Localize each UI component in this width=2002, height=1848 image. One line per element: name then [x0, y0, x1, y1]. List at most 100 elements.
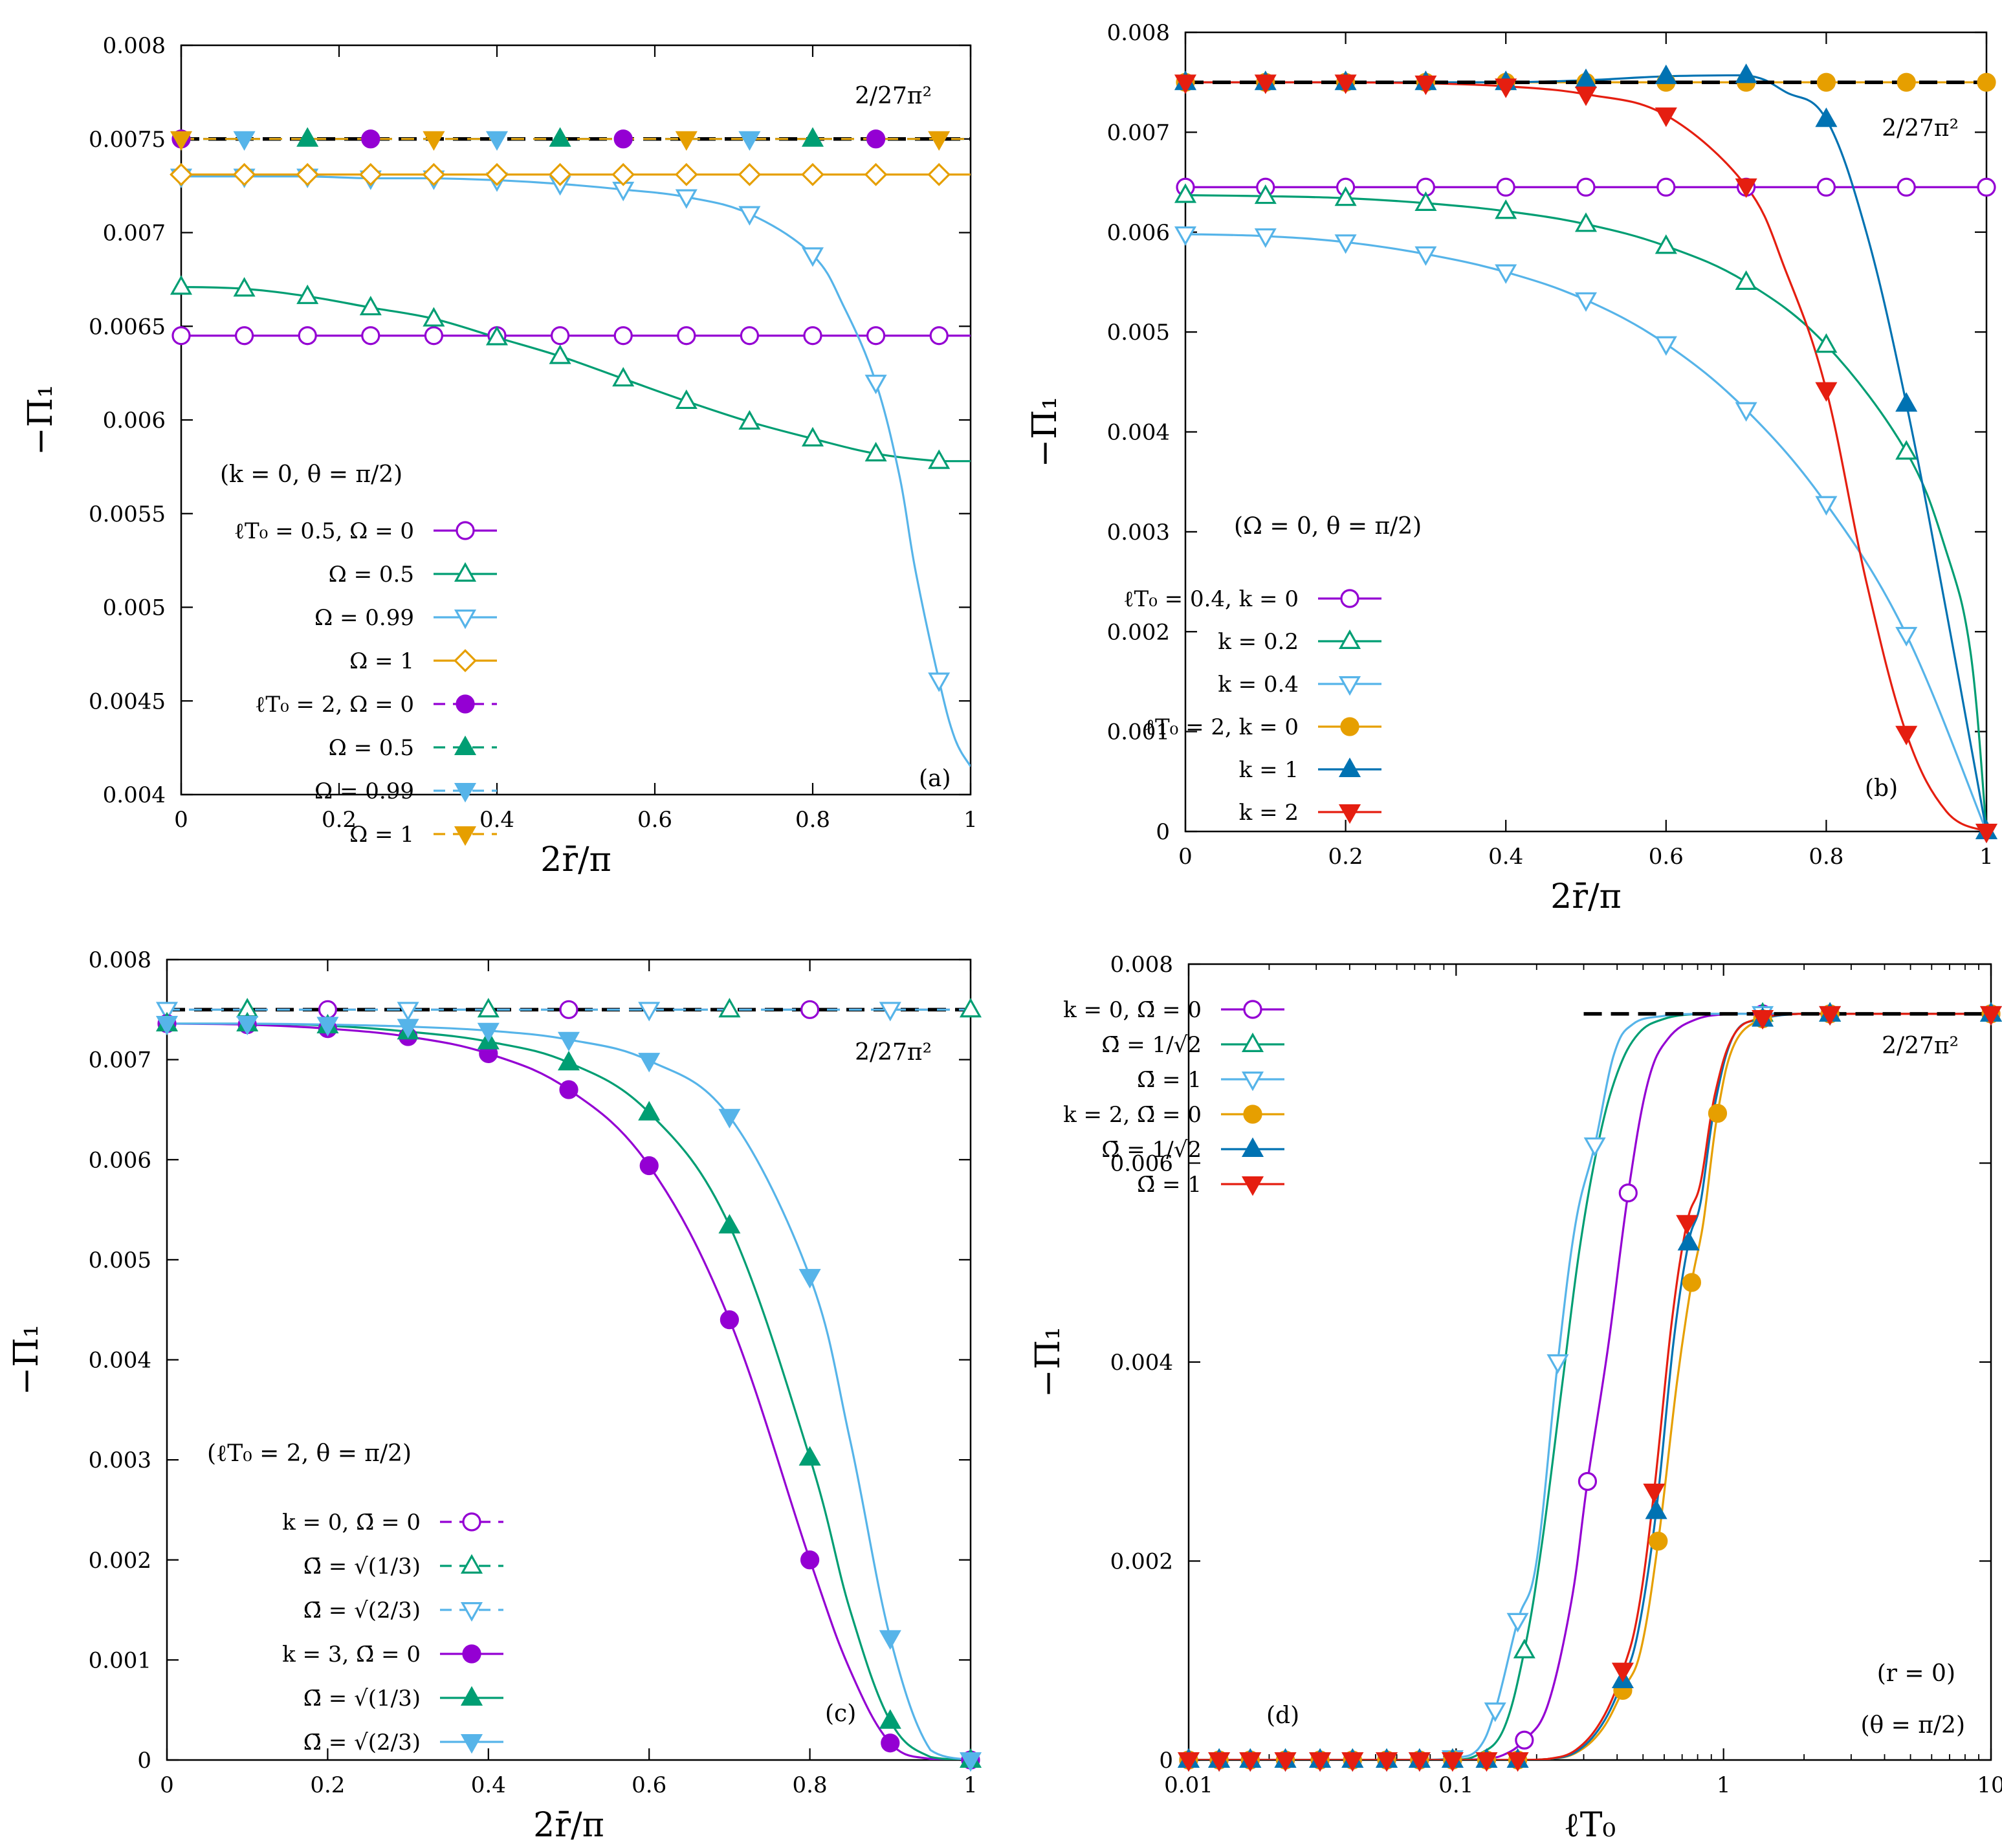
x-tick-label: 0.4 — [471, 1772, 506, 1798]
legend-label: ℓT₀ = 2, k = 0 — [1145, 714, 1299, 740]
data-point — [477, 1022, 500, 1042]
series-markers — [236, 998, 982, 1018]
x-tick-label: 0.8 — [793, 1772, 828, 1798]
legend-label: Ω̄ = √(2/3) — [303, 1598, 421, 1623]
data-point — [1895, 392, 1918, 412]
data-point — [866, 326, 886, 346]
legend-marker — [1241, 1072, 1264, 1092]
y-tick-label: 0.0045 — [89, 688, 166, 714]
series-markers — [170, 168, 951, 692]
data-point — [1254, 74, 1277, 94]
data-point — [549, 344, 571, 364]
data-point — [1649, 1532, 1668, 1551]
data-point — [424, 326, 444, 346]
series-markers — [171, 326, 949, 346]
data-point — [1816, 177, 1836, 197]
y-tick-label: 0.005 — [103, 595, 166, 621]
data-point — [1655, 336, 1677, 356]
series-markers — [1177, 1002, 2002, 1768]
legend-marker — [454, 649, 477, 672]
legend-entry: Ω̄ = √(1/3) — [303, 1686, 503, 1711]
plot-frame — [180, 44, 972, 796]
x-axis-label: ℓT₀ — [1564, 1806, 1616, 1845]
data-point — [296, 162, 320, 186]
legend-label: Ω = 0.5 — [329, 735, 414, 761]
data-point — [613, 326, 633, 346]
legend-marker — [1338, 629, 1361, 650]
x-axis-label: 2r̄/π — [533, 1806, 604, 1845]
legend-label: k = 0, Ω̄ = 0 — [1063, 997, 1202, 1023]
legend-entry: Ω̄ = 1/√2 — [1101, 1032, 1284, 1058]
data-point — [1334, 186, 1357, 206]
data-point — [798, 1446, 821, 1466]
data-point — [549, 127, 571, 147]
data-point — [864, 162, 888, 186]
parameter-annotation: (θ = π/2) — [1860, 1712, 1965, 1739]
parameter-annotation: (k = 0, θ = π/2) — [220, 461, 402, 488]
data-point — [1495, 78, 1517, 98]
series-markers — [170, 162, 951, 186]
legend-entry: Ω = 0.99 — [314, 778, 497, 804]
legend-marker — [1338, 676, 1361, 696]
data-point — [879, 1630, 901, 1650]
y-tick-label: 0.001 — [89, 1647, 151, 1673]
data-point — [928, 131, 951, 151]
data-point — [738, 206, 761, 226]
legend-marker — [456, 521, 475, 540]
data-point — [1239, 1752, 1262, 1772]
series-line — [1185, 233, 1986, 831]
data-point — [1177, 1752, 1200, 1772]
data-point — [1645, 1499, 1667, 1519]
legend-label: Ω̄ = 1 — [1137, 1067, 1202, 1093]
data-point — [801, 426, 824, 446]
y-axis: 0 0.001 0.002 0.003 0.004 0.005 0.006 0.007 0.00… — [1107, 20, 1986, 845]
legend-marker — [1338, 757, 1361, 778]
y-axis: 0 0.002 0.004 0.006 0.008 — [1110, 952, 1991, 1774]
data-point — [1341, 1752, 1364, 1772]
data-point — [548, 162, 572, 186]
data-point — [611, 162, 635, 186]
y-tick-label: 0.002 — [1110, 1549, 1173, 1575]
x-tick-label: 0 — [1178, 844, 1193, 870]
y-tick-label: 0.004 — [89, 1348, 151, 1374]
data-point — [1708, 1104, 1728, 1123]
legend-entry: k = 1 — [1239, 757, 1381, 783]
y-tick-label: 0.005 — [1107, 320, 1170, 346]
data-point — [298, 326, 317, 346]
data-point — [423, 131, 445, 151]
data-point — [1735, 402, 1757, 422]
data-point — [316, 1017, 339, 1037]
y-tick-label: 0.007 — [1107, 120, 1170, 146]
data-point — [1574, 212, 1598, 232]
data-point — [1735, 178, 1757, 198]
legend-label: Ω̄ = 1/√2 — [1101, 1137, 1202, 1163]
y-tick-label: 0.007 — [89, 1048, 151, 1073]
y-tick-label: 0.008 — [1107, 20, 1170, 46]
data-point — [1174, 226, 1197, 247]
y-tick-label: 0.006 — [1107, 220, 1170, 246]
legend-marker — [1243, 1105, 1262, 1124]
data-point — [800, 1550, 820, 1570]
x-tick-label: 1 — [1979, 844, 1994, 870]
x-axis: 0 0.2 0.4 0.6 0.8 1 — [160, 960, 978, 1798]
y-tick-label: 0.002 — [89, 1548, 151, 1574]
legend-label: k = 0.2 — [1218, 629, 1299, 655]
data-point — [1895, 725, 1918, 745]
data-point — [422, 162, 446, 186]
x-tick-label: 0.2 — [322, 807, 357, 833]
plot-frame — [1187, 963, 1992, 1761]
x-axis-label: 2r̄/π — [1550, 877, 1622, 916]
data-point — [557, 1031, 580, 1051]
legend-label: k = 1 — [1239, 757, 1299, 783]
series-markers — [155, 1011, 982, 1768]
data-point — [718, 1108, 741, 1128]
data-point — [738, 162, 762, 186]
data-point — [559, 1000, 578, 1019]
legend-marker — [454, 562, 477, 582]
data-point — [236, 1015, 259, 1036]
data-point — [928, 449, 951, 469]
data-point — [798, 1269, 821, 1289]
legend-label: Ω̄ = √(2/3) — [303, 1730, 421, 1755]
y-tick-label: 0.008 — [89, 947, 151, 973]
y-tick-label: 0.001 — [1107, 720, 1170, 745]
